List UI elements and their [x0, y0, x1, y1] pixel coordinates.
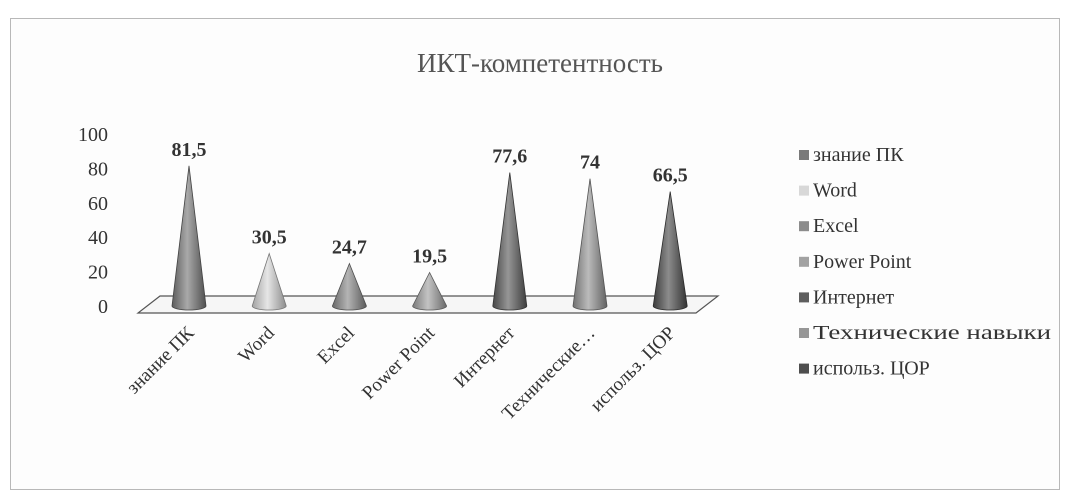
x-labels: знание ПК Word Excel Power Point ИнтернетТех…: [123, 322, 680, 424]
cone-bar: [492, 172, 528, 311]
legend: знание ПК Word Excel Power Point Интернет Тех…: [799, 144, 1051, 380]
data-label: 30,5: [252, 227, 287, 249]
cone-bar: [412, 271, 448, 311]
cone-shape: [412, 271, 448, 311]
x-tick-label: использ. ЦОР: [586, 323, 679, 416]
legend-label: использ. ЦОР: [813, 358, 930, 380]
legend-label: Интернет: [813, 286, 894, 308]
cone-bar: [652, 191, 688, 311]
cone-bar: [171, 165, 207, 311]
y-tick-label: 0: [98, 296, 108, 318]
legend-swatch: [799, 150, 809, 160]
cones: [171, 165, 688, 311]
data-labels: 81,5 30,5 24,7 19,5 77,6 74 66,5: [172, 139, 688, 268]
y-tick-label: 100: [78, 124, 108, 146]
x-tick-label: Excel: [313, 323, 358, 368]
y-axis: 0 20 40 60 80 100: [78, 124, 108, 318]
x-tick-label: Интернет: [450, 322, 520, 392]
cone-shape: [572, 178, 608, 311]
legend-label: Word: [813, 180, 857, 202]
data-label: 77,6: [492, 146, 527, 168]
legend-swatch: [799, 328, 809, 338]
data-label: 81,5: [172, 139, 207, 161]
cone-shape: [331, 262, 367, 311]
data-label: 74: [580, 152, 600, 174]
legend-item: использ. ЦОР: [799, 358, 930, 380]
legend-swatch: [799, 185, 809, 196]
cone-shape: [171, 165, 207, 311]
cone-bar: [251, 252, 287, 311]
legend-item: Word: [799, 180, 857, 202]
legend-item: Excel: [799, 215, 859, 237]
y-tick-label: 60: [88, 193, 108, 215]
x-tick-label: знание ПК: [123, 322, 199, 398]
cone-shape: [652, 191, 688, 311]
data-label: 19,5: [412, 245, 447, 267]
cone-bar: [331, 262, 367, 311]
x-tick-label: Power Point: [358, 322, 439, 403]
legend-swatch: [799, 363, 809, 374]
chart-title: ИКТ-компетентность: [417, 48, 663, 78]
cone-shape: [492, 172, 528, 311]
legend-swatch: [799, 221, 809, 232]
legend-item: Power Point: [799, 251, 912, 273]
legend-label: Excel: [813, 215, 859, 237]
legend-label: Power Point: [813, 251, 912, 273]
y-tick-label: 80: [88, 158, 108, 180]
y-tick-label: 20: [88, 262, 108, 284]
legend-item: Интернет: [799, 286, 894, 308]
legend-swatch: [799, 256, 809, 267]
x-tick-label: Word: [234, 322, 279, 367]
legend-swatch: [799, 292, 809, 303]
legend-label: Технические навыки: [813, 322, 1051, 344]
data-label: 24,7: [332, 237, 367, 259]
legend-label: знание ПК: [813, 144, 904, 166]
legend-item: Технические навыки: [799, 322, 1051, 344]
legend-item: знание ПК: [799, 144, 904, 166]
data-label: 66,5: [653, 165, 688, 187]
cone-shape: [251, 252, 287, 311]
cone-bar: [572, 178, 608, 311]
y-tick-label: 40: [88, 227, 108, 249]
